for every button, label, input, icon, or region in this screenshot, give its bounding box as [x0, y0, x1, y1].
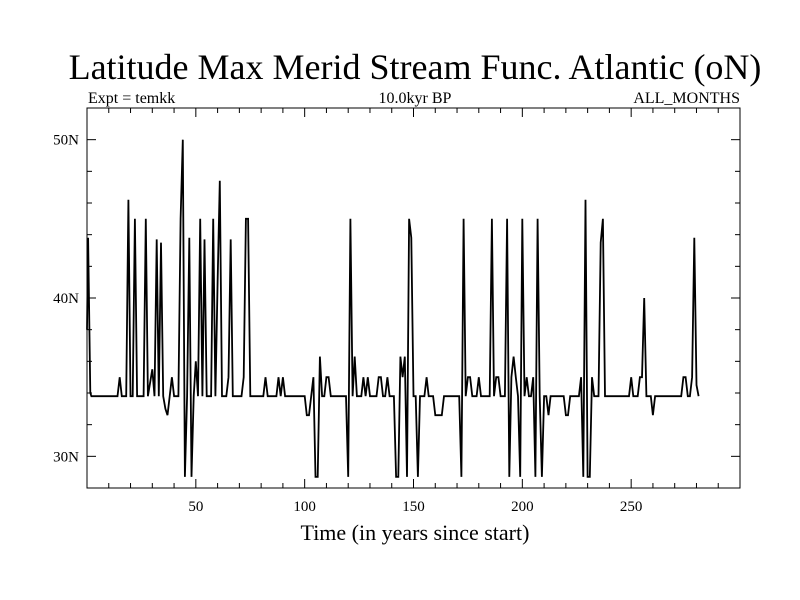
series-line [86, 139, 700, 478]
y-tick-label: 40N [53, 291, 79, 307]
y-tick-label: 30N [53, 449, 79, 465]
x-tick-label: 200 [511, 499, 534, 515]
experiment-label: Expt = temkk [88, 90, 176, 107]
months-label: ALL_MONTHS [633, 90, 740, 107]
x-axis-label: Time (in years since start) [300, 520, 530, 545]
period-label: 10.0kyr BP [378, 90, 452, 107]
y-tick-label: 50N [53, 133, 79, 149]
x-tick-label: 250 [620, 499, 643, 515]
x-tick-label: 50 [188, 499, 203, 515]
x-tick-label: 100 [293, 499, 316, 515]
chart-title: Latitude Max Merid Stream Func. Atlantic… [68, 47, 762, 87]
x-tick-label: 150 [402, 499, 425, 515]
